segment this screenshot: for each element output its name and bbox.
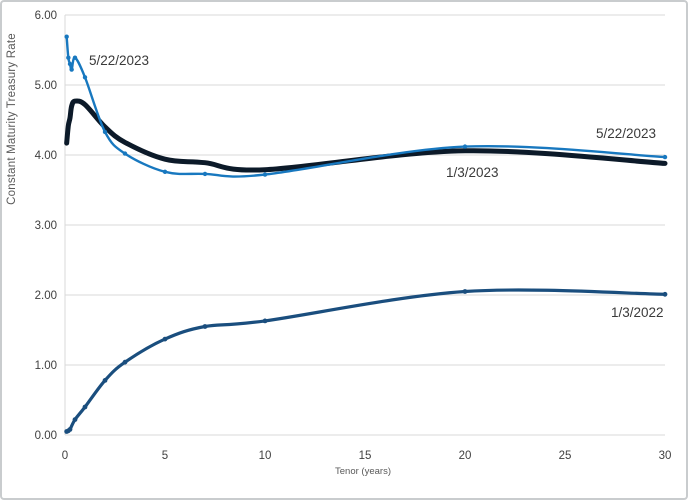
x-tick-label: 15 xyxy=(359,450,372,462)
series-marker-1-3-2022 xyxy=(82,404,88,410)
series-label-5-22-2023-right: 5/22/2023 xyxy=(596,126,657,141)
x-tick-label: 30 xyxy=(659,450,672,462)
series-label-1-3-2022: 1/3/2022 xyxy=(611,305,664,320)
x-tick-label: 0 xyxy=(62,450,68,462)
series-marker-5-22-2023 xyxy=(102,129,108,135)
series-marker-1-3-2022 xyxy=(262,318,268,324)
series-label-5-22-2023-left: 5/22/2023 xyxy=(89,53,150,68)
y-tick-label: 3.00 xyxy=(35,220,57,232)
series-line-1-3-2023 xyxy=(64,98,668,173)
series-marker-1-3-2022 xyxy=(72,417,78,422)
x-tick-label: 20 xyxy=(459,450,472,462)
series-marker-1-3-2022 xyxy=(462,289,468,294)
series-marker-5-22-2023 xyxy=(64,34,69,39)
x-tick-label: 25 xyxy=(559,450,572,462)
series-marker-1-3-2022 xyxy=(102,378,108,383)
y-tick-label: 5.00 xyxy=(35,80,57,92)
series-marker-5-22-2023 xyxy=(72,55,78,60)
y-tick-label: 4.00 xyxy=(35,150,57,162)
x-tick-label: 5 xyxy=(162,450,168,462)
series-marker-5-22-2023 xyxy=(662,154,668,160)
series-marker-1-3-2022 xyxy=(662,291,668,297)
y-tick-label: 6.00 xyxy=(35,10,57,22)
x-axis-title: Tenor (years) xyxy=(335,466,391,477)
series-marker-1-3-2022 xyxy=(202,324,208,329)
series-marker-5-22-2023 xyxy=(82,75,88,80)
series-line-1-3-2022 xyxy=(65,288,667,434)
series-marker-1-3-2022 xyxy=(67,427,73,432)
series-marker-5-22-2023 xyxy=(462,144,468,149)
series-marker-5-22-2023 xyxy=(69,67,74,72)
y-tick-label: 0.00 xyxy=(35,430,57,442)
y-tick-label: 1.00 xyxy=(35,360,57,372)
series-marker-5-22-2023 xyxy=(202,171,208,177)
series-marker-5-22-2023 xyxy=(66,55,71,60)
series-marker-5-22-2023 xyxy=(67,61,73,67)
y-tick-label: 2.00 xyxy=(35,290,57,302)
series-marker-5-22-2023 xyxy=(162,169,168,174)
series-label-1-3-2023: 1/3/2023 xyxy=(446,165,499,180)
y-axis-title: Constant Maturity Treasury Rate xyxy=(6,33,18,205)
x-tick-label: 10 xyxy=(259,450,272,462)
series-marker-5-22-2023 xyxy=(262,172,268,177)
series-marker-1-3-2022 xyxy=(122,359,128,365)
series-marker-1-3-2022 xyxy=(162,336,168,342)
series-marker-5-22-2023 xyxy=(122,151,128,156)
